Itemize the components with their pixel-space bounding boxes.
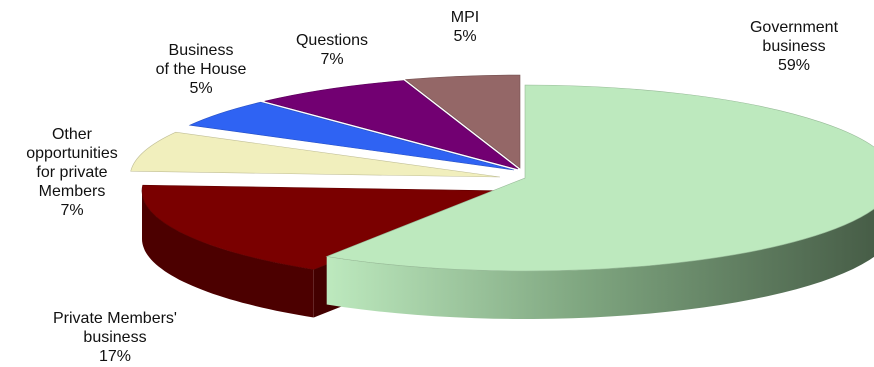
slice-percent-0: 59% bbox=[778, 57, 810, 74]
slice-label-line: Other bbox=[52, 126, 93, 143]
slice-label-line: Government bbox=[750, 19, 839, 36]
slice-percent-5: 5% bbox=[453, 28, 476, 45]
slice-label-1: Private Members' business 17% bbox=[53, 310, 177, 365]
pie-slice-top-2 bbox=[130, 131, 501, 178]
slice-label-0: Government business 59% bbox=[750, 19, 839, 74]
pie-slice-top-1 bbox=[141, 184, 513, 270]
pie-slice-side-0 bbox=[326, 208, 874, 319]
slice-percent-3: 5% bbox=[189, 80, 212, 97]
slice-label-3: Business of the House 5% bbox=[156, 42, 247, 97]
pie-slice-5 bbox=[404, 74, 521, 169]
slice-label-4: Questions 7% bbox=[296, 32, 368, 68]
slice-label-line: Business bbox=[169, 42, 234, 59]
slice-label-2: Other opportunities for private Members 7% bbox=[26, 126, 118, 219]
slice-label-line: business bbox=[83, 329, 146, 346]
slice-percent-2: 7% bbox=[60, 202, 83, 219]
slice-label-line: opportunities bbox=[26, 145, 118, 162]
pie-slice-top-4 bbox=[264, 80, 519, 170]
pie-slices bbox=[130, 74, 874, 319]
pie-slice-top-5 bbox=[404, 74, 521, 169]
pie-slice-2 bbox=[130, 131, 501, 178]
pie-slice-3 bbox=[188, 101, 515, 171]
slice-label-line: Questions bbox=[296, 32, 368, 49]
pie-slice-side-1 bbox=[142, 191, 314, 318]
slice-label-line: MPI bbox=[451, 9, 479, 26]
slice-label-line: for private bbox=[36, 164, 107, 181]
pie-slice-top-0 bbox=[325, 84, 874, 272]
pie-slice-top-3 bbox=[188, 101, 515, 171]
slice-label-line: Members bbox=[39, 183, 106, 200]
slice-label-line: Private Members' bbox=[53, 310, 177, 327]
slice-percent-1: 17% bbox=[99, 348, 131, 365]
pie-slice-0 bbox=[325, 84, 874, 319]
slice-label-line: of the House bbox=[156, 61, 247, 78]
pie-slice-4 bbox=[264, 80, 519, 170]
slice-label-5: MPI 5% bbox=[451, 9, 479, 45]
pie-labels: Government business 59% Private Members' bus… bbox=[26, 9, 838, 365]
slice-percent-4: 7% bbox=[320, 51, 343, 68]
slice-label-line: business bbox=[762, 38, 825, 55]
